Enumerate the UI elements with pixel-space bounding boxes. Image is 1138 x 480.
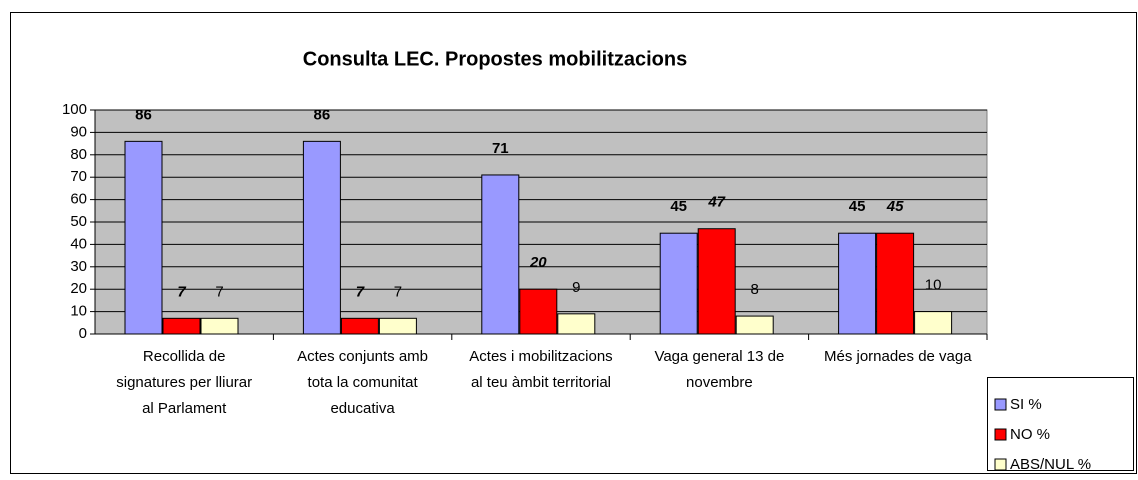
x-label-box: Actes conjunts amb tota la comunitat edu…	[297, 348, 429, 417]
y-tick-label: 60	[70, 191, 87, 208]
chart-title: Consulta LEC. Propostes mobilitzacions	[303, 48, 688, 70]
legend-label: SI %	[1010, 396, 1042, 413]
x-label-box: Recollida de signatures per lliurar al P…	[116, 348, 253, 417]
bar	[200, 317, 239, 335]
data-label: 7	[215, 283, 223, 300]
legend-label: ABS/NUL %	[1010, 456, 1091, 473]
bar	[557, 313, 596, 335]
bar	[876, 232, 915, 335]
x-tick-label: Vaga general 13 de novembre	[654, 348, 785, 391]
y-tick-label: 80	[70, 146, 87, 163]
bar	[481, 174, 520, 335]
y-tick-label: 70	[70, 168, 87, 185]
bar	[162, 317, 201, 335]
bar	[914, 311, 953, 335]
x-label-box: Més jornades de vaga	[823, 348, 972, 365]
y-tick-label: 40	[70, 235, 87, 252]
legend-swatch	[994, 458, 1007, 471]
x-tick-label: Recollida de signatures per lliurar al P…	[116, 348, 253, 417]
data-label: 45	[670, 198, 687, 215]
x-tick-label: Més jornades de vaga	[823, 348, 972, 365]
bar	[838, 232, 877, 335]
y-tick-label: 20	[70, 280, 87, 297]
y-tick-label: 10	[70, 303, 87, 320]
y-tick-label: 30	[70, 258, 87, 275]
bar	[519, 288, 558, 335]
data-label: 10	[925, 277, 942, 294]
x-tick-label: Actes conjunts amb tota la comunitat edu…	[297, 348, 429, 417]
legend-box	[987, 377, 1134, 471]
data-label: 7	[394, 283, 402, 300]
y-tick-label: 100	[62, 101, 87, 118]
bar	[735, 315, 774, 335]
data-label: 9	[572, 279, 580, 296]
legend-swatch	[994, 428, 1007, 441]
x-label-box: Actes i mobilitzacions al teu àmbit terr…	[469, 348, 613, 391]
bar	[697, 228, 736, 335]
data-label: 45	[886, 198, 904, 215]
data-label: 7	[177, 283, 186, 300]
data-label: 86	[135, 106, 152, 123]
x-tick-label: Actes i mobilitzacions al teu àmbit terr…	[469, 348, 613, 391]
data-label: 71	[492, 140, 509, 157]
y-tick-label: 50	[70, 213, 87, 230]
data-label: 20	[529, 254, 547, 271]
legend-swatch	[994, 398, 1007, 411]
bar	[302, 140, 341, 335]
y-tick-label: 90	[70, 123, 87, 140]
bar	[340, 317, 379, 335]
y-tick-label: 0	[79, 325, 87, 342]
data-label: 86	[314, 106, 331, 123]
data-label: 8	[751, 281, 759, 298]
legend-label: NO %	[1010, 426, 1050, 443]
data-label: 45	[849, 198, 866, 215]
bar	[659, 232, 698, 335]
x-label-box: Vaga general 13 de novembre	[654, 348, 785, 391]
data-label: 7	[356, 283, 365, 300]
bar	[378, 317, 417, 335]
data-label: 47	[707, 194, 725, 211]
bar	[124, 140, 163, 335]
